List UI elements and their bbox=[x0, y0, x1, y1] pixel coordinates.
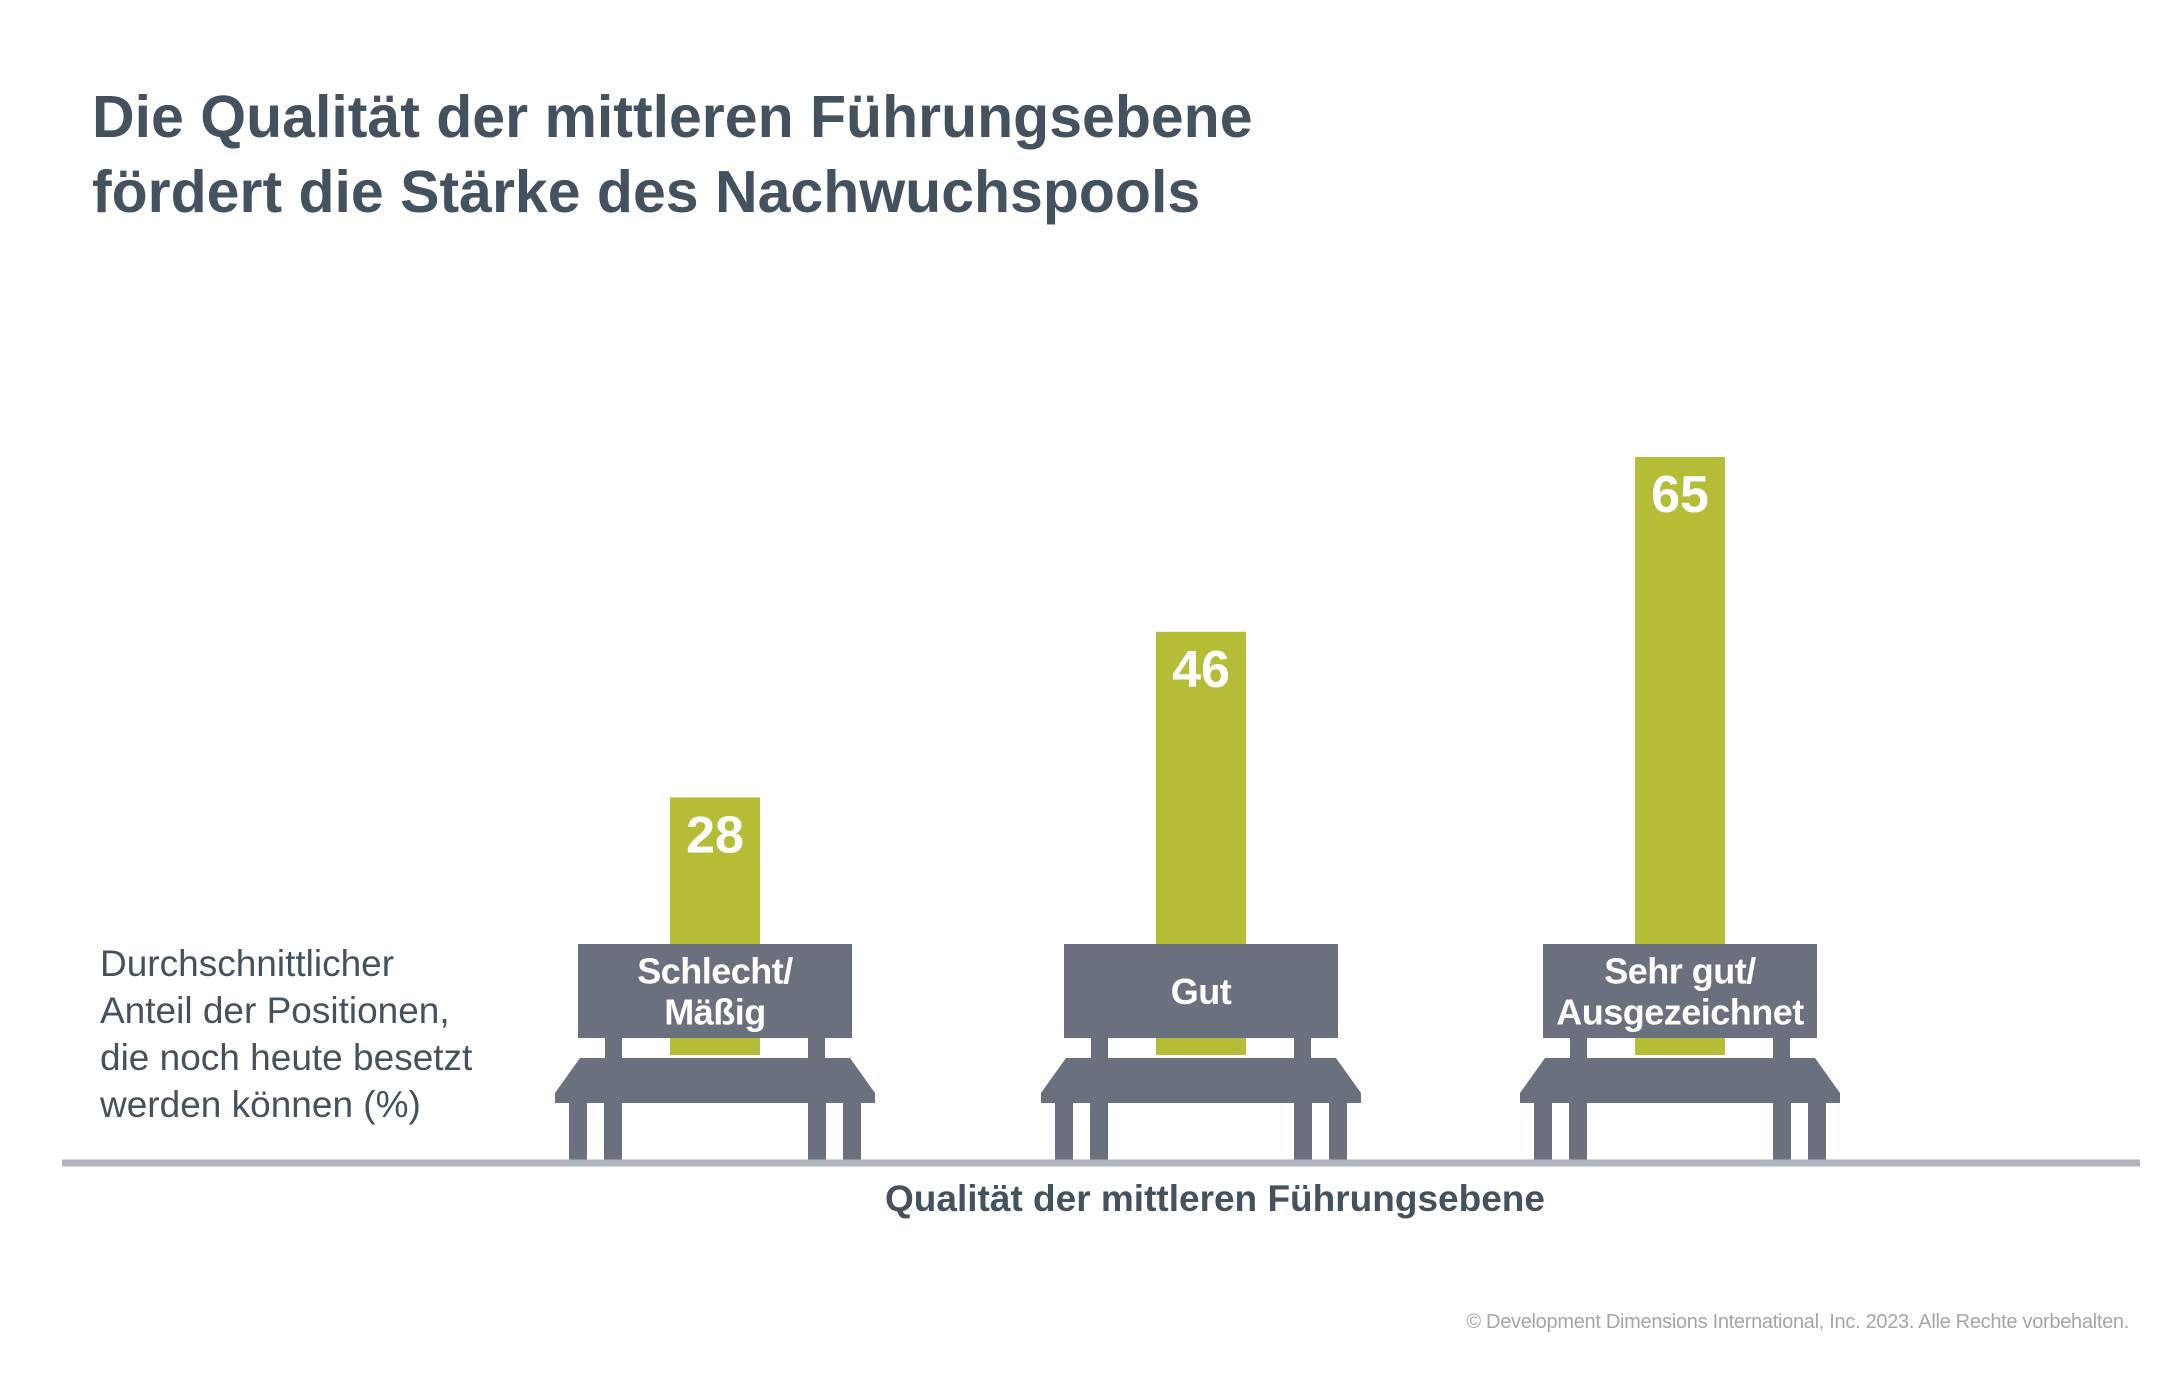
category-label-3-line-1: Sehr gut/ bbox=[1604, 951, 1756, 992]
bench-3: Sehr gut/Ausgezeichnet bbox=[1520, 944, 1840, 1162]
bench-1: Schlecht/Mäßig bbox=[555, 944, 875, 1162]
bench-support bbox=[808, 1036, 825, 1061]
bench-leg bbox=[1808, 1100, 1826, 1162]
bench-leg bbox=[1534, 1100, 1552, 1162]
bench-leg bbox=[843, 1100, 861, 1162]
bench-leg bbox=[1569, 1100, 1587, 1162]
category-label-2-line-1: Gut bbox=[1171, 971, 1232, 1012]
bench-leg bbox=[1055, 1100, 1073, 1162]
bars-layer: 28 46 65 bbox=[670, 457, 1725, 1055]
bench-2: Gut bbox=[1041, 944, 1361, 1162]
bench-leg bbox=[569, 1100, 587, 1162]
value-label-1: 28 bbox=[686, 806, 744, 864]
bench-backrest bbox=[1543, 944, 1817, 1038]
chart-title-line-2: fördert die Stärke des Nachwuchspools bbox=[92, 159, 1201, 225]
bench-seat bbox=[1041, 1058, 1361, 1103]
benches-layer: Schlecht/Mäßig Gut Sehr gut/Ausgezeichnet bbox=[555, 944, 1840, 1162]
value-label-2: 46 bbox=[1172, 641, 1230, 699]
bench-leg bbox=[604, 1100, 622, 1162]
y-axis-label-line-2: Anteil der Positionen, bbox=[100, 990, 450, 1031]
bench-seat bbox=[1520, 1058, 1840, 1103]
bench-leg bbox=[808, 1100, 826, 1162]
bench-backrest bbox=[578, 944, 852, 1038]
bench-support bbox=[1294, 1036, 1311, 1061]
bench-support bbox=[1570, 1036, 1587, 1061]
category-label-1-line-2: Mäßig bbox=[664, 992, 766, 1033]
value-label-3: 65 bbox=[1651, 466, 1709, 524]
x-axis-label: Qualität der mittleren Führungsebene bbox=[885, 1178, 1545, 1219]
category-label-1-line-1: Schlecht/ bbox=[637, 951, 793, 992]
bench-support bbox=[1091, 1036, 1108, 1061]
copyright-notice: © Development Dimensions International, … bbox=[1466, 1311, 2129, 1333]
bench-leg bbox=[1090, 1100, 1108, 1162]
bench-leg bbox=[1294, 1100, 1312, 1162]
y-axis-label-line-1: Durchschnittlicher bbox=[100, 943, 395, 984]
bench-seat bbox=[555, 1058, 875, 1103]
bench-backrest bbox=[1064, 944, 1338, 1038]
y-axis-label: Durchschnittlicher Anteil der Positionen… bbox=[100, 940, 472, 1128]
y-axis-label-line-4: werden können (%) bbox=[100, 1084, 421, 1125]
category-label-3-line-2: Ausgezeichnet bbox=[1556, 992, 1804, 1033]
bench-leg bbox=[1329, 1100, 1347, 1162]
bench-support bbox=[1773, 1036, 1790, 1061]
bench-support bbox=[605, 1036, 622, 1061]
y-axis-label-line-3: die noch heute besetzt bbox=[100, 1037, 473, 1078]
bench-leg bbox=[1773, 1100, 1791, 1162]
chart-title-line-1: Die Qualität der mittleren Führungsebene bbox=[92, 84, 1253, 150]
chart-title: Die Qualität der mittleren Führungsebene… bbox=[92, 80, 1253, 230]
